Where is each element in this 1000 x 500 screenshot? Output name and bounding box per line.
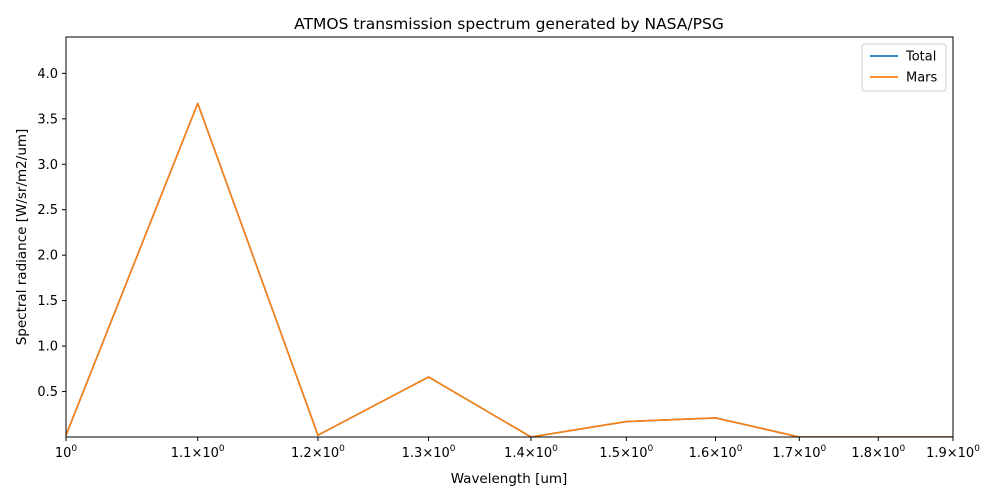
x-tick-label: 1.9×100	[926, 444, 980, 461]
x-tick-label: 1.3×100	[402, 444, 456, 461]
plot-area	[65, 36, 954, 438]
y-tick-label: 1.5	[37, 294, 58, 309]
x-tick-label: 1.4×100	[504, 444, 558, 461]
chart-title: ATMOS transmission spectrum generated by…	[294, 15, 724, 33]
y-tick-label: 2.0	[37, 249, 58, 264]
x-tick-label: 1.1×100	[171, 444, 225, 461]
x-tick-label: 1.6×100	[689, 444, 743, 461]
legend-label-mars: Mars	[906, 71, 938, 86]
series-line-mars	[66, 102, 953, 437]
x-tick-label: 1.7×100	[772, 444, 826, 461]
x-tick-label: 100	[55, 444, 78, 461]
y-tick-label: 2.5	[37, 203, 58, 218]
x-tick-label: 1.5×100	[599, 444, 653, 461]
plot-frame	[65, 36, 954, 438]
x-axis: 100 1.1×100 1.2×100 1.3×100 1.4×100 1.5×100 1.…	[55, 437, 980, 461]
y-tick-label: 0.5	[37, 385, 58, 400]
legend-label-total: Total	[905, 50, 936, 65]
y-tick-label: 3.5	[37, 112, 58, 127]
x-tick-label: 1.8×100	[851, 444, 905, 461]
y-axis: 0.5 1.0 1.5 2.0 2.5 3.0 3.5 4.0	[37, 67, 66, 400]
y-axis-label: Spectral radiance [W/sr/m2/um]	[14, 129, 30, 346]
y-tick-label: 3.0	[37, 158, 58, 173]
series-line-total	[66, 102, 953, 437]
x-axis-label: Wavelength [um]	[451, 471, 568, 487]
x-tick-label: 1.2×100	[291, 444, 345, 461]
y-tick-label: 4.0	[37, 67, 58, 82]
y-tick-label: 1.0	[37, 340, 58, 355]
legend: Total Mars	[861, 43, 947, 92]
